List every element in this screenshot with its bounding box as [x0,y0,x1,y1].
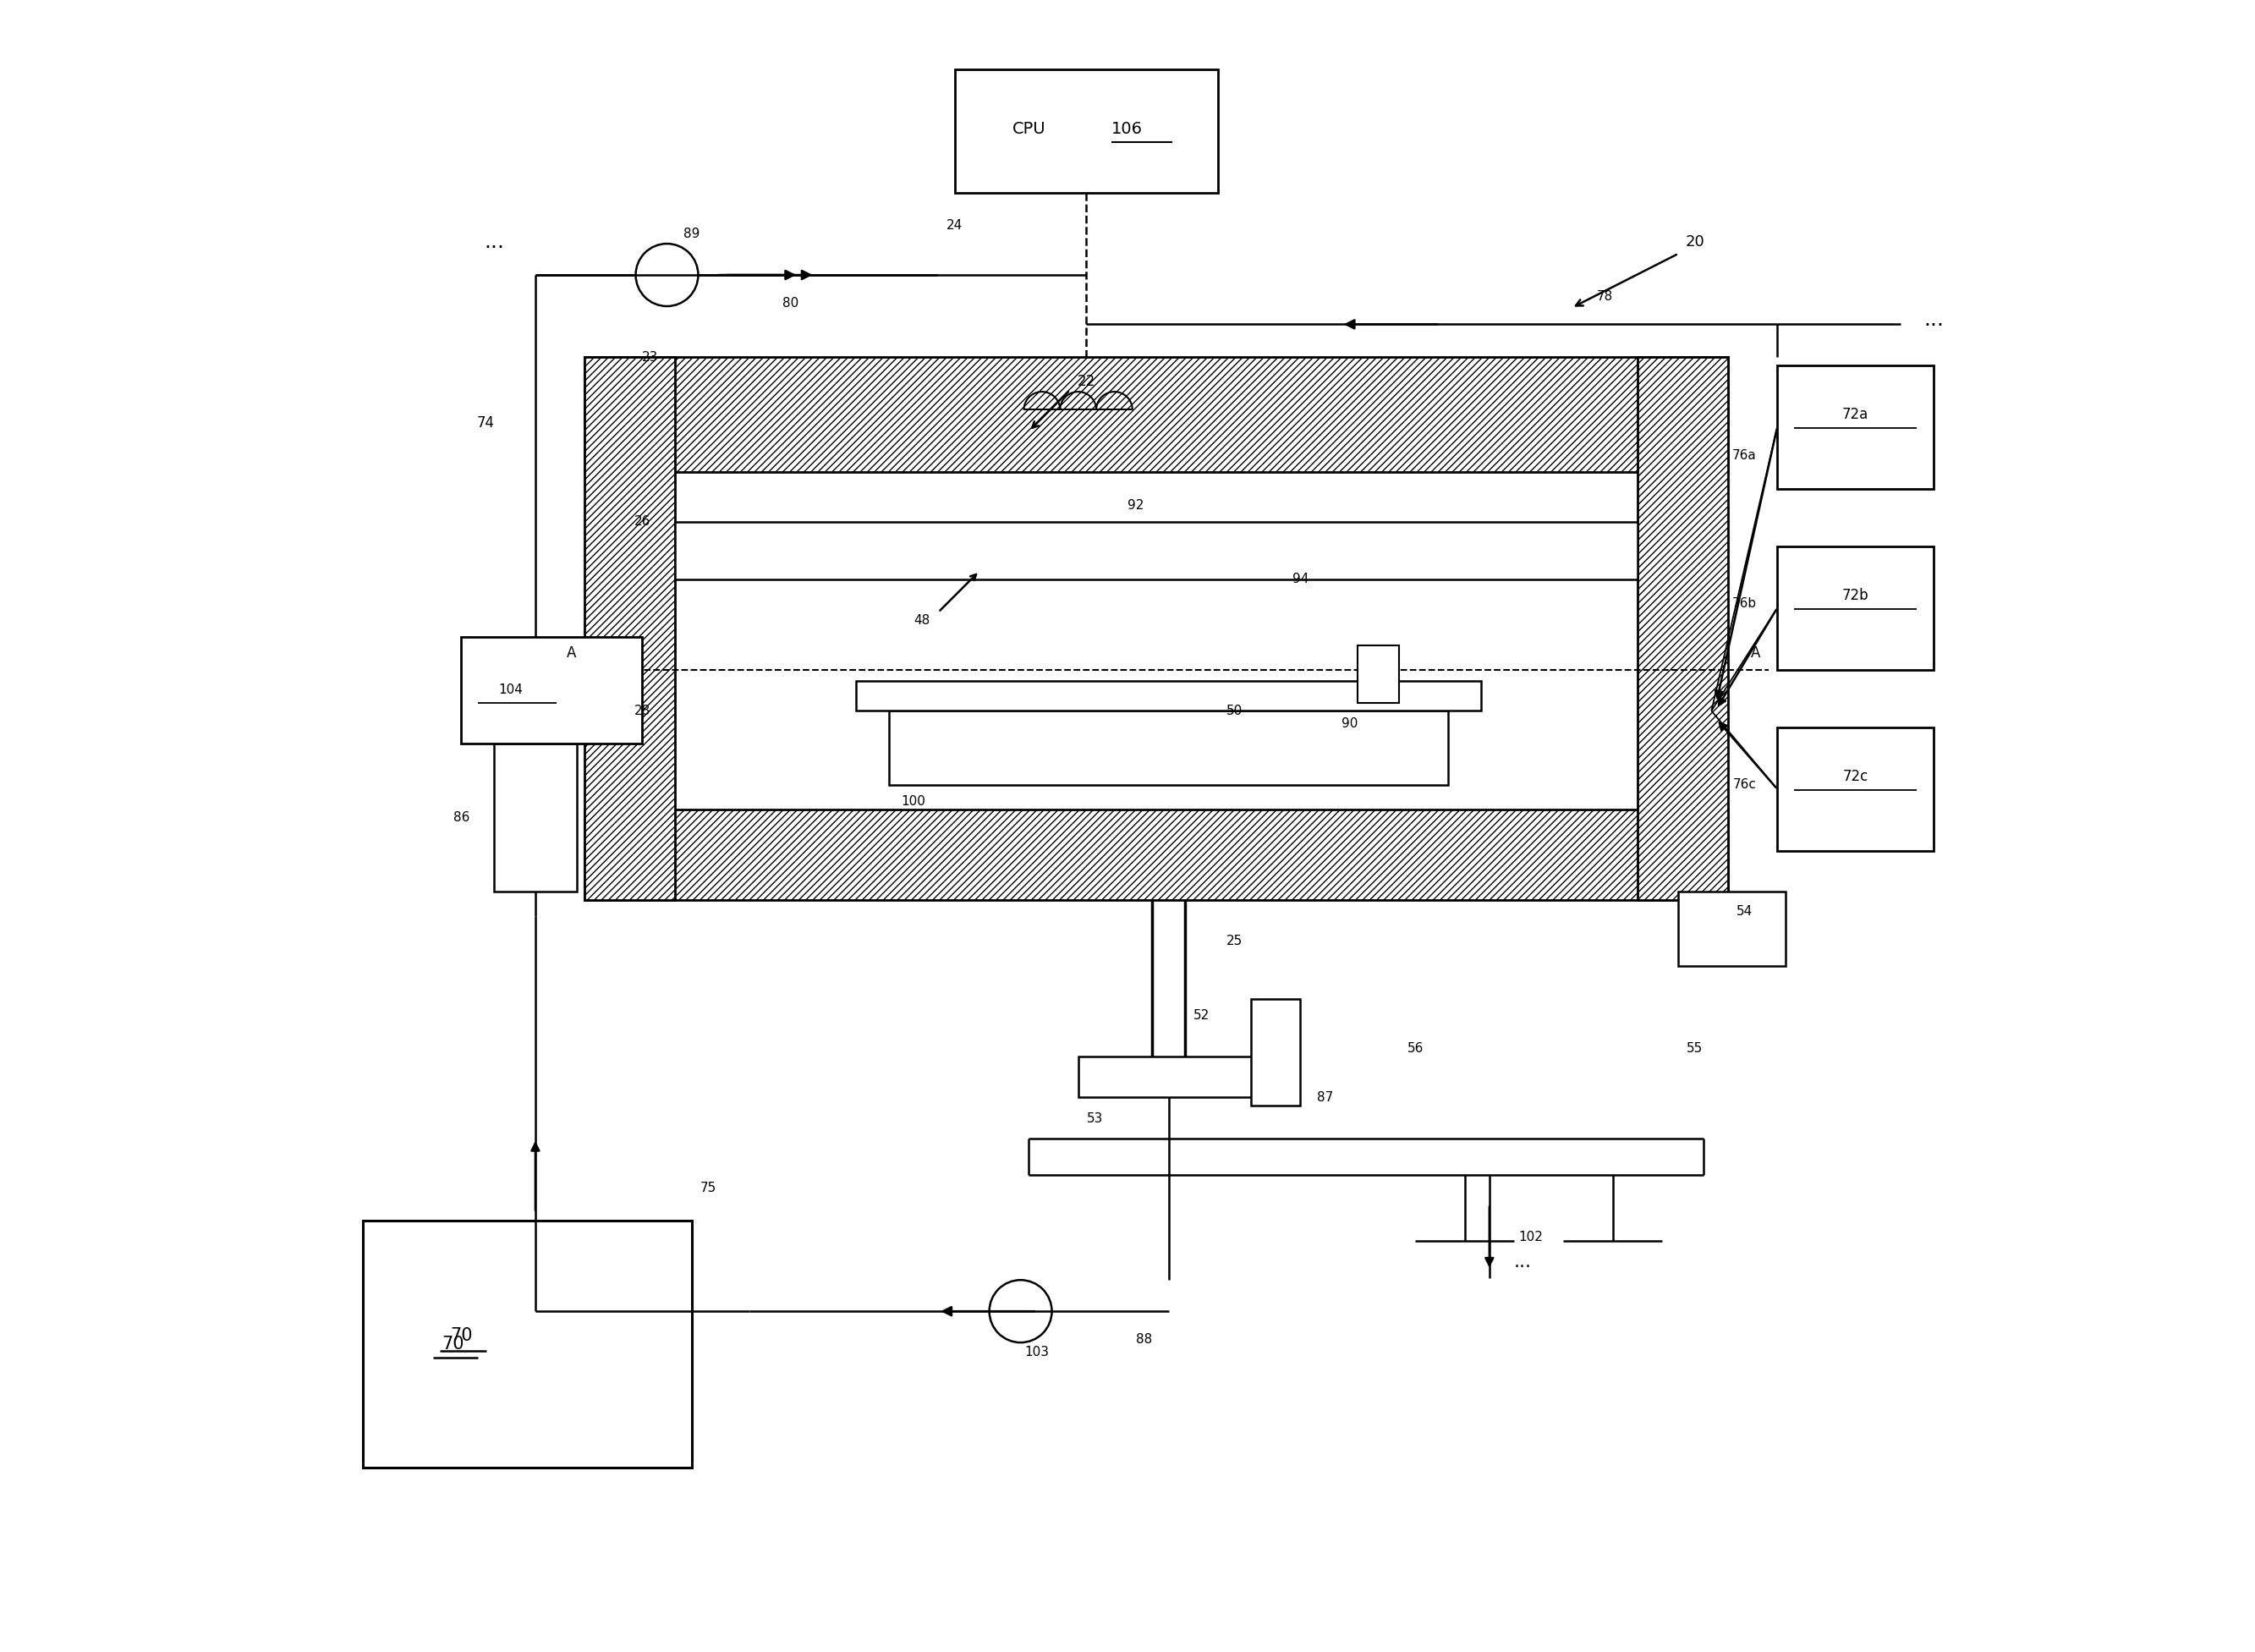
Text: 76c: 76c [1732,778,1757,791]
Text: 88: 88 [1137,1333,1152,1346]
Text: 104: 104 [498,684,523,695]
Text: 54: 54 [1736,905,1752,919]
Text: ...: ... [485,231,505,253]
Text: A: A [566,646,577,661]
Bar [1777,727,1933,851]
Text: 70: 70 [442,1336,465,1353]
Text: 72b: 72b [1842,588,1869,603]
Bar [1678,892,1786,966]
Bar [1637,357,1727,900]
Text: 76b: 76b [1732,598,1757,610]
Bar [462,636,643,743]
Text: 102: 102 [1518,1231,1542,1244]
Text: 23: 23 [643,350,658,363]
Text: 25: 25 [1227,935,1243,948]
Text: ...: ... [1924,309,1944,329]
Bar [674,472,1637,809]
Text: 55: 55 [1687,1042,1703,1054]
Text: CPU: CPU [1012,121,1046,137]
Text: 20: 20 [1684,235,1705,249]
Text: 75: 75 [699,1181,717,1194]
Text: 50: 50 [1227,704,1243,717]
Text: 53: 53 [1087,1112,1103,1125]
Text: 86: 86 [453,811,469,824]
Text: 100: 100 [902,795,927,808]
Bar [584,357,674,900]
Text: 92: 92 [1128,499,1143,512]
Bar [1777,365,1933,489]
Text: 103: 103 [1024,1346,1049,1358]
Bar [674,522,1637,580]
Bar [1358,644,1398,702]
Text: 52: 52 [1193,1009,1209,1021]
Text: 22: 22 [1078,375,1096,390]
Bar [857,681,1482,710]
Text: 74: 74 [478,415,494,431]
Bar [888,710,1448,785]
Text: 94: 94 [1292,573,1308,585]
Text: 90: 90 [1342,717,1358,730]
Bar [1777,547,1933,669]
Text: 78: 78 [1597,291,1612,302]
Text: 87: 87 [1317,1090,1333,1104]
Text: 106: 106 [1112,121,1143,137]
Bar [494,743,577,892]
Bar [1078,1056,1292,1097]
Text: ...: ... [1513,1254,1531,1270]
Bar [954,69,1218,193]
Bar [363,1221,692,1467]
Text: 48: 48 [913,615,929,626]
Text: A: A [1752,646,1761,661]
Text: 24: 24 [947,220,963,231]
Text: 80: 80 [782,297,798,309]
Text: 72a: 72a [1842,406,1869,423]
Text: 76a: 76a [1732,449,1757,463]
Bar [584,809,1727,900]
Bar [1252,999,1301,1105]
Text: 56: 56 [1407,1042,1423,1054]
Text: 26: 26 [634,515,649,529]
Text: 28: 28 [634,704,649,717]
Bar [584,357,1727,472]
Text: 70: 70 [451,1328,474,1345]
Text: 89: 89 [683,228,699,240]
Text: 72c: 72c [1842,770,1867,785]
